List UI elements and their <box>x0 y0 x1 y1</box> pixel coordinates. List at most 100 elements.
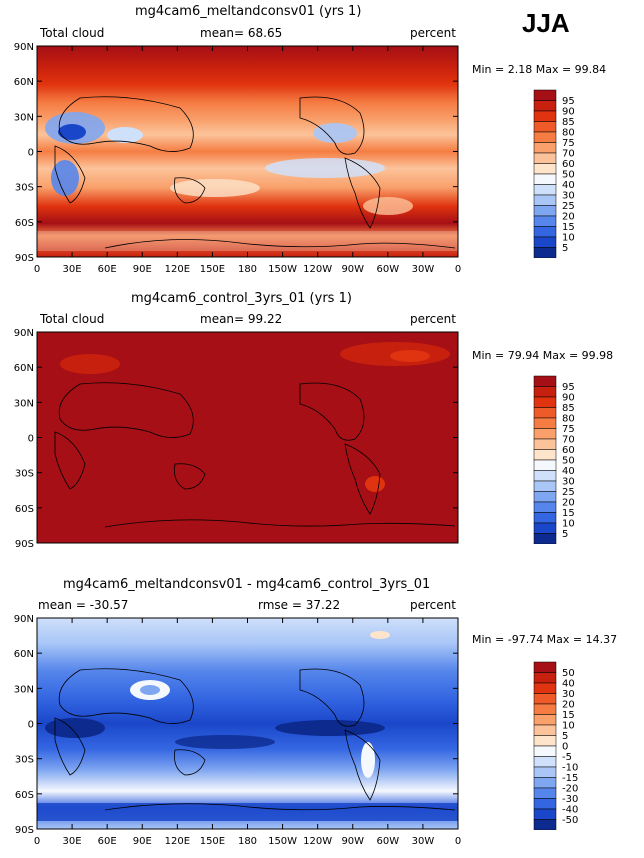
lon-tick-label: 120W <box>303 264 332 275</box>
panel-3-field-variation <box>370 631 390 639</box>
panel-3-field-variation <box>275 720 385 736</box>
lon-tick-label: 0 <box>455 264 461 275</box>
colorbar-label: 85 <box>562 117 575 128</box>
colorbar-swatch <box>533 142 557 154</box>
colorbar-label: 70 <box>562 149 575 160</box>
panel-1-low-cloud-region <box>313 123 357 143</box>
lat-tick-label: 30N <box>14 398 34 409</box>
lon-tick-label: 30W <box>412 264 435 275</box>
panel-1-field <box>37 46 458 257</box>
lat-tick-label: 0 <box>28 720 34 731</box>
panel-1-antarctic-band <box>37 231 458 251</box>
lon-tick-label: 30E <box>63 264 82 275</box>
colorbar-label: 75 <box>562 424 575 435</box>
colorbar-swatch <box>533 480 557 492</box>
colorbar-label: 75 <box>562 138 575 149</box>
lat-tick-label: 90N <box>14 614 34 625</box>
colorbar-swatch <box>533 470 557 482</box>
colorbar-label: 40 <box>562 679 575 690</box>
colorbar-swatch <box>533 661 557 673</box>
panel-3-field-variation <box>140 685 160 695</box>
panel-3-minmax: Min = -97.74 Max = 14.37 <box>472 633 618 646</box>
colorbar-label: 60 <box>562 159 575 170</box>
panel-2-variable-label: Total cloud <box>40 312 105 326</box>
colorbar-label: 10 <box>562 721 575 732</box>
lon-tick-label: 60W <box>377 836 400 847</box>
panel-2-field-variation <box>365 476 385 492</box>
colorbar-swatch <box>533 152 557 164</box>
panel-3-coastline <box>54 717 86 776</box>
colorbar-label: 10 <box>562 519 575 530</box>
colorbar-label: 95 <box>562 96 575 107</box>
lon-tick-label: 120E <box>165 836 190 847</box>
season-label: JJA <box>522 8 570 38</box>
colorbar-label: -10 <box>562 763 578 774</box>
colorbar-swatch <box>533 449 557 461</box>
colorbar-label: 15 <box>562 508 575 519</box>
colorbar-swatch <box>533 173 557 185</box>
panel-2-coastline <box>104 519 456 528</box>
colorbar-label: 60 <box>562 445 575 456</box>
panel-1-map: 90N 60N 30N 0 30S 60S 90S 0 30E 60E 90E 120E 150E 18… <box>14 42 461 275</box>
panel-1-low-cloud-region <box>51 160 79 196</box>
panel-2-coastline <box>344 443 381 515</box>
panel-1-variable-label: Total cloud <box>40 26 105 40</box>
colorbar-label: 50 <box>562 668 575 679</box>
panel-1-low-cloud-region <box>265 158 385 178</box>
panel-2-field-variation <box>60 354 120 374</box>
colorbar-swatch <box>533 386 557 398</box>
colorbar-swatch <box>533 438 557 450</box>
lat-tick-label: 30S <box>15 183 34 194</box>
panel-3-units-label: percent <box>410 598 456 612</box>
colorbar-swatch <box>533 131 557 143</box>
lon-tick-label: 150W <box>268 264 297 275</box>
lon-tick-label: 60E <box>98 264 117 275</box>
colorbar-swatch <box>533 375 557 387</box>
colorbar-label: 30 <box>562 689 575 700</box>
colorbar-swatch <box>533 501 557 513</box>
lon-tick-label: 180 <box>238 836 257 847</box>
lat-tick-label: 30S <box>15 469 34 480</box>
lon-tick-label: 30E <box>63 836 82 847</box>
lon-tick-label: 150E <box>200 264 225 275</box>
colorbar-swatch <box>533 756 557 768</box>
colorbar-label: 85 <box>562 403 575 414</box>
colorbar-swatch <box>533 724 557 736</box>
colorbar-label: 30 <box>562 191 575 202</box>
colorbar-label: 0 <box>562 742 568 753</box>
colorbar-swatch <box>533 226 557 238</box>
lat-tick-label: 60N <box>14 77 34 88</box>
colorbar-label: 20 <box>562 498 575 509</box>
colorbar-swatch <box>533 417 557 429</box>
lat-tick-label: 0 <box>28 148 34 159</box>
panel-3-field-variation <box>361 742 375 778</box>
colorbar-swatch <box>533 163 557 175</box>
colorbar-swatch <box>533 766 557 778</box>
colorbar-label: 5 <box>562 243 568 254</box>
panel-1-coastline <box>104 239 456 249</box>
colorbar-label: -20 <box>562 784 578 795</box>
lon-tick-label: 0 <box>34 836 40 847</box>
panel-3-field-variation <box>175 735 275 749</box>
colorbar-swatch <box>533 194 557 206</box>
lat-tick-label: 0 <box>28 434 34 445</box>
colorbar-swatch <box>533 512 557 524</box>
lat-tick-label: 90N <box>14 328 34 339</box>
lat-tick-label: 30N <box>14 112 34 123</box>
colorbar-label: 80 <box>562 414 575 425</box>
colorbar-label: 90 <box>562 393 575 404</box>
colorbar-label: 15 <box>562 710 575 721</box>
panel-1-minmax: Min = 2.18 Max = 99.84 <box>472 63 607 76</box>
panel-1-units-label: percent <box>410 26 456 40</box>
colorbar-label: 10 <box>562 233 575 244</box>
lat-tick-label: 60S <box>15 790 34 801</box>
panel-1-y-axis: 90N 60N 30N 0 30S 60S 90S <box>14 42 458 264</box>
panel-1-coastline <box>54 145 86 204</box>
colorbar-label: -50 <box>562 815 578 826</box>
